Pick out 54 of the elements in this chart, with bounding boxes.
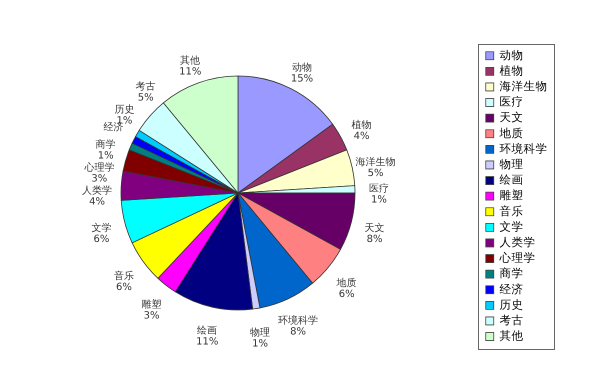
slice-label: 植物 (352, 119, 372, 132)
data-label: 5% (138, 92, 154, 104)
slice-label: 物理 (250, 327, 270, 338)
data-label: 8% (366, 234, 383, 246)
data-label: 11% (196, 336, 218, 348)
data-label: 3% (91, 173, 108, 184)
legend-label: 天文 (500, 110, 524, 124)
data-label: 1% (252, 338, 268, 350)
slice-label: 地质 (336, 276, 357, 289)
legend-label: 海洋生物 (500, 78, 548, 93)
slice-label: 其他 (180, 54, 200, 66)
legend-label: 音乐 (500, 204, 524, 218)
data-label: 1% (98, 150, 114, 162)
slice-label: 海洋生物 (356, 156, 396, 168)
data-label: 8% (290, 326, 306, 338)
slice-label: 雕塑 (142, 298, 162, 310)
legend-label: 其他 (500, 328, 524, 343)
legend-label: 心理学 (498, 250, 536, 265)
data-label: 5% (368, 168, 384, 180)
legend-label: 地质 (498, 126, 524, 140)
slice-label: 文学 (91, 222, 112, 234)
slice-label: 音乐 (114, 270, 134, 282)
data-label: 6% (93, 234, 110, 246)
legend-label: 历史 (500, 297, 524, 312)
legend-label: 人类学 (500, 234, 536, 249)
data-label: 11% (179, 66, 202, 78)
slice-label: 历史 (114, 103, 134, 116)
slice-label: 环境科学 (278, 314, 318, 327)
legend-label: 环境科学 (500, 141, 548, 156)
slice-label: 医疗 (368, 182, 389, 195)
legend-label: 商学 (500, 266, 524, 280)
data-label: 15% (290, 73, 314, 84)
legend-label: 经济 (500, 282, 524, 296)
legend-label: 文学 (500, 219, 524, 234)
legend-label: 物理 (500, 156, 524, 171)
legend-label: 绘画 (500, 172, 524, 187)
slice-label: 绘画 (197, 324, 218, 337)
legend-label: 动物 (500, 48, 524, 62)
data-label: 4% (89, 196, 105, 208)
data-label: 6% (338, 288, 355, 300)
data-label: 1% (370, 194, 387, 206)
legend-label: 考古 (500, 312, 524, 327)
slice-label: 心理学 (83, 161, 114, 174)
legend-label: 雕塑 (500, 188, 524, 202)
slice-label: 人类学 (82, 184, 112, 196)
slice-label: 动物 (292, 62, 312, 74)
slice-label: 天文 (364, 222, 385, 234)
legend-label: 植物 (500, 63, 524, 78)
data-label: 6% (116, 282, 132, 293)
slice-label: 考古 (136, 80, 156, 92)
legend-label: 医疗 (500, 94, 524, 109)
slice-label: 商学 (96, 138, 116, 150)
data-label: 3% (144, 310, 160, 322)
data-label: 4% (354, 131, 370, 142)
